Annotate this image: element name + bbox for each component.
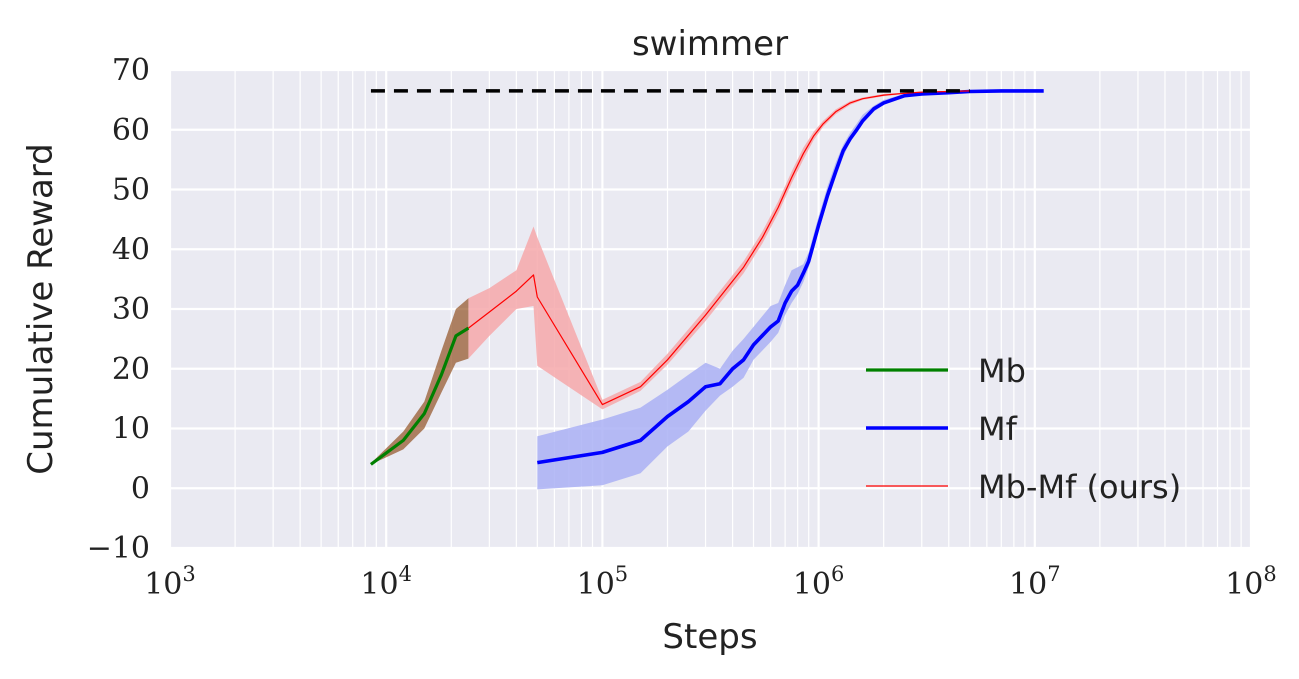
y-tick-label: −10 [87, 531, 150, 566]
y-axis-label: Cumulative Reward [21, 143, 61, 474]
y-tick-label: 60 [112, 113, 150, 148]
x-tick-label: 107 [1009, 562, 1061, 602]
series-lines [369, 89, 1044, 466]
legend: Mb Mf Mb-Mf (ours) [866, 352, 1181, 506]
legend-label-mb: Mb [978, 352, 1026, 390]
x-tick-label: 108 [1225, 562, 1277, 602]
y-tick-label: 10 [112, 412, 150, 447]
y-tick-label: 50 [112, 173, 150, 208]
legend-label-mf: Mf [978, 410, 1018, 448]
legend-label-mb-mf-ours: Mb-Mf (ours) [978, 468, 1181, 506]
x-tick-label: 104 [360, 562, 412, 602]
y-tick-labels: −10 0 10 20 30 40 50 60 70 [87, 53, 150, 566]
series-line-mb-mf-ours [468, 90, 970, 406]
x-tick-label: 103 [144, 562, 196, 602]
series-line-mb [369, 326, 470, 466]
y-tick-label: 30 [112, 292, 150, 327]
x-tick-labels: 103 104 105 106 107 108 [144, 562, 1277, 602]
y-tick-label: 20 [112, 352, 150, 387]
chart-title: swimmer [632, 24, 788, 64]
y-tick-label: 40 [112, 232, 150, 267]
x-tick-label: 106 [793, 562, 845, 602]
x-tick-label: 105 [577, 562, 629, 602]
y-tick-label: 70 [112, 53, 150, 88]
series-line-mf [537, 89, 1044, 465]
band-mb [370, 298, 469, 465]
x-axis-label: Steps [662, 617, 757, 657]
y-tick-label: 0 [131, 471, 150, 506]
